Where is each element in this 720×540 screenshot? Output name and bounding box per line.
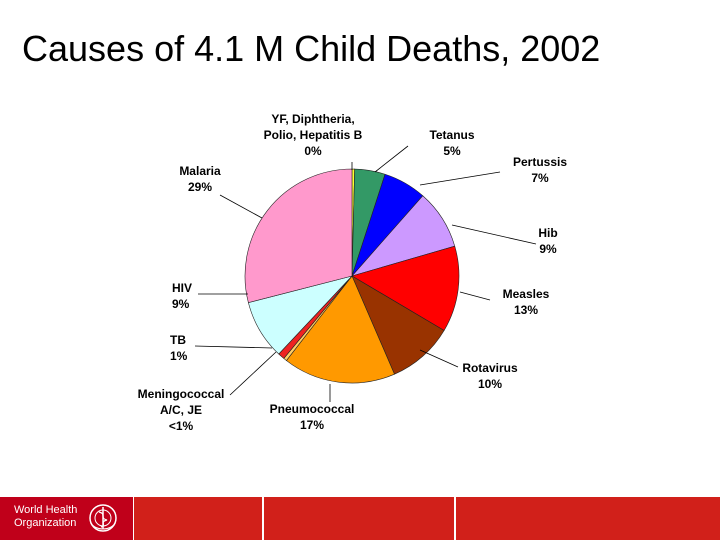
who-wordmark-line1: World Health xyxy=(14,504,78,516)
slice-label-value: 7% xyxy=(531,171,549,185)
slice-label-value: 17% xyxy=(300,418,324,432)
slice-label: Meningococcal A/C, JE <1% xyxy=(138,387,225,433)
footer-block-3 xyxy=(264,497,454,540)
leader-line xyxy=(229,351,277,396)
pie-slice-malaria xyxy=(244,168,353,303)
pie-slice-pneumococcal xyxy=(285,275,395,384)
leader-line xyxy=(374,145,409,173)
leader-lines xyxy=(194,145,537,402)
slice-label: Tetanus 5% xyxy=(429,128,474,158)
who-wordmark-line2: Organization xyxy=(14,517,77,529)
slice-label-value: 13% xyxy=(514,303,538,317)
leader-line xyxy=(219,194,263,219)
pie-chart: YF, Diphtheria, Polio, Hepatitis B 0% Tetan… xyxy=(138,112,568,433)
slice-label-name: Hib xyxy=(538,226,557,240)
slice-label-name: Rotavirus xyxy=(462,361,518,375)
leader-line xyxy=(451,224,537,245)
slice-label-value: 29% xyxy=(188,180,212,194)
footer-block-2 xyxy=(134,497,262,540)
leader-line xyxy=(459,291,491,301)
pie-slice-measles xyxy=(351,245,460,331)
slice-label: TB 1% xyxy=(170,333,188,363)
slice-label: Measles 13% xyxy=(503,287,550,317)
slice-label-value: 0% xyxy=(304,144,322,158)
slice-labels: YF, Diphtheria, Polio, Hepatitis B 0% Tetan… xyxy=(138,112,568,433)
slice-label-name: Tetanus xyxy=(429,128,474,142)
slice-label-value: 9% xyxy=(172,297,190,311)
slice-label-value: <1% xyxy=(169,419,194,433)
slice-label: Malaria 29% xyxy=(179,164,221,194)
slice-label-value: 1% xyxy=(170,349,188,363)
footer-logo-block: World Health Organization xyxy=(0,497,133,540)
pie-slices xyxy=(244,168,460,384)
slice-label: HIV 9% xyxy=(172,281,192,311)
footer-bar: World Health Organization xyxy=(0,497,720,540)
slice-label-name: Meningococcal xyxy=(138,387,225,401)
slice-label-name: A/C, JE xyxy=(160,403,202,417)
slice-label-name: Measles xyxy=(503,287,550,301)
slice-label-value: 9% xyxy=(539,242,557,256)
slice-label: Hib 9% xyxy=(538,226,557,256)
slice-label-name: Pneumococcal xyxy=(270,402,355,416)
slice-label-name: TB xyxy=(170,333,186,347)
slice-label-name: Polio, Hepatitis B xyxy=(264,128,363,142)
slice-label-value: 10% xyxy=(478,377,502,391)
slice-label-name: Pertussis xyxy=(513,155,567,169)
slice-label: Rotavirus 10% xyxy=(462,361,518,391)
leader-line xyxy=(419,171,501,186)
slice-label: YF, Diphtheria, Polio, Hepatitis B 0% xyxy=(264,112,363,158)
slice-label-value: 5% xyxy=(443,144,461,158)
slice-label-name: YF, Diphtheria, xyxy=(271,112,354,126)
footer-block-4 xyxy=(456,497,720,540)
slide-title: Causes of 4.1 M Child Deaths, 2002 xyxy=(22,28,601,69)
slice-label: Pertussis 7% xyxy=(513,155,567,185)
slice-label: Pneumococcal 17% xyxy=(270,402,355,432)
slice-label-name: Malaria xyxy=(179,164,221,178)
who-wordmark: World Health Organization xyxy=(14,504,77,530)
who-emblem-icon xyxy=(89,504,117,532)
slice-label-name: HIV xyxy=(172,281,192,295)
leader-line xyxy=(419,349,459,368)
leader-line xyxy=(194,345,273,349)
